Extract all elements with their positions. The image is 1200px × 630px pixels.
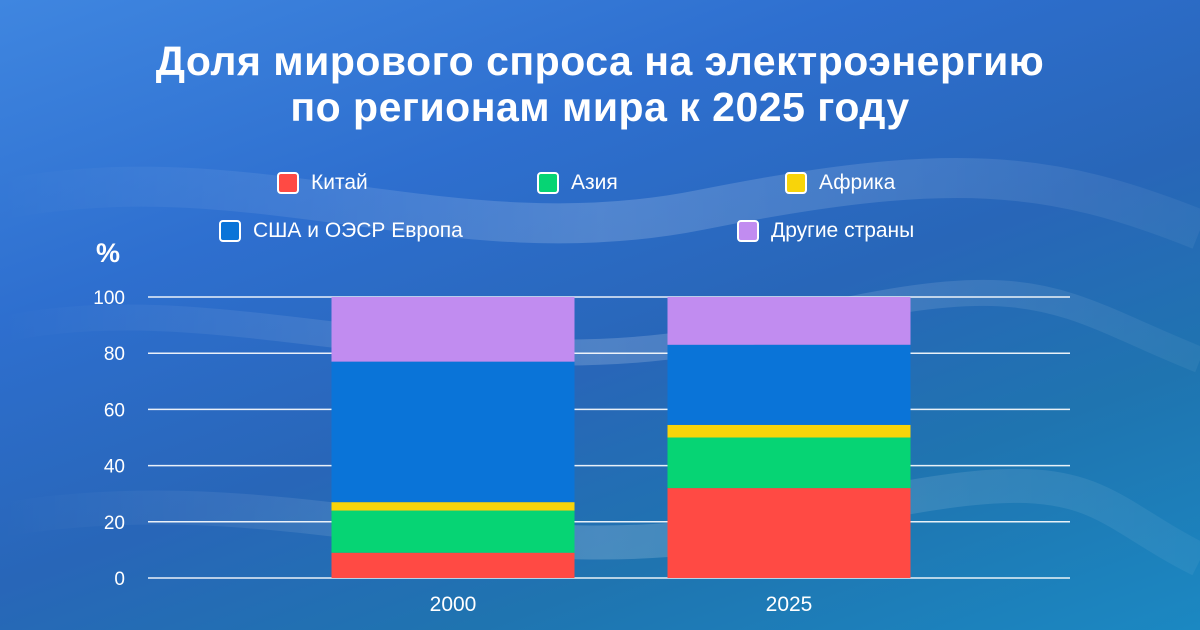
bar-segment — [331, 297, 575, 362]
bar-segment — [667, 437, 911, 489]
bar-segment — [667, 488, 911, 578]
y-tick-label: 100 — [93, 288, 125, 309]
legend-swatch — [537, 172, 559, 194]
legend-label: Другие страны — [771, 219, 915, 242]
bar-segment — [331, 361, 575, 503]
legend-label: США и ОЭСР Европа — [253, 219, 463, 242]
legend-label: Африка — [819, 171, 896, 194]
bar-segment — [331, 510, 575, 553]
bar-segment — [667, 424, 911, 438]
legend-swatch — [737, 220, 759, 242]
x-category-label: 2025 — [766, 593, 813, 616]
legend-label: Китай — [311, 171, 368, 194]
legend-item-asia: Азия — [537, 169, 618, 197]
legend-item-africa: Африка — [785, 169, 895, 197]
chart-title: Доля мирового спроса на электроэнергию п… — [0, 38, 1200, 130]
legend-label: Азия — [571, 171, 618, 194]
bar-segment — [667, 297, 911, 345]
y-tick-label: 20 — [104, 513, 125, 534]
y-tick-label: 0 — [114, 569, 125, 590]
chart-title-line-1: Доля мирового спроса на электроэнергию — [155, 38, 1045, 84]
bar-segment — [667, 344, 911, 425]
legend-swatch — [785, 172, 807, 194]
legend-swatch — [277, 172, 299, 194]
legend-item-usa-oecd-europe: США и ОЭСР Европа — [219, 217, 463, 245]
x-category-label: 2000 — [430, 593, 477, 616]
y-tick-label: 40 — [104, 457, 125, 478]
legend-item-other-countries: Другие страны — [737, 217, 914, 245]
chart-title-line-2: по регионам мира к 2025 году — [290, 84, 910, 130]
legend-swatch — [219, 220, 241, 242]
y-axis-unit-label: % — [96, 238, 121, 268]
y-tick-label: 60 — [104, 400, 125, 421]
legend-item-china: Китай — [277, 169, 368, 197]
bar-segment — [331, 502, 575, 511]
y-tick-label: 80 — [104, 344, 125, 365]
bar-segment — [331, 552, 575, 578]
